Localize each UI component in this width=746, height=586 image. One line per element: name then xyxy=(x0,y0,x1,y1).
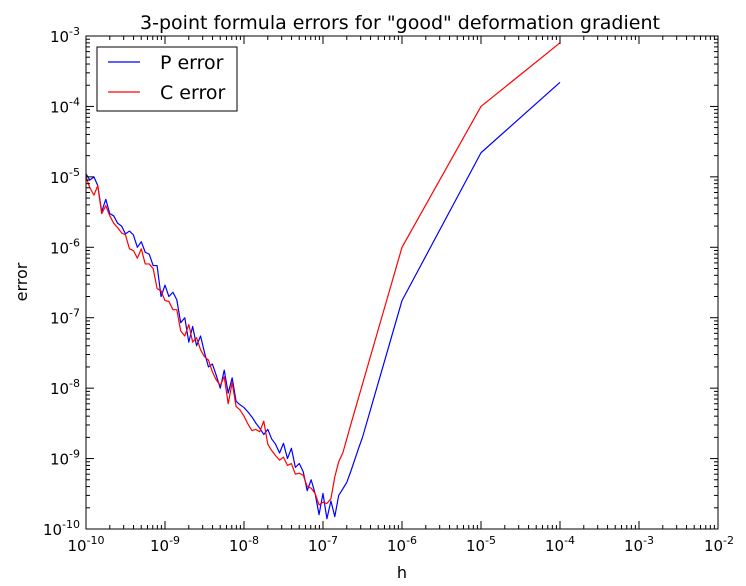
y-tick-label: 10-7 xyxy=(50,307,80,328)
legend-box xyxy=(96,46,238,112)
x-tick-label: 10-6 xyxy=(387,534,417,555)
chart-title: 3-point formula errors for "good" deform… xyxy=(140,12,660,34)
y-tick-label: 10-9 xyxy=(50,448,80,469)
x-tick-label: 10-7 xyxy=(308,534,338,555)
series-layer xyxy=(85,42,561,520)
y-tick-label: 10-3 xyxy=(50,25,80,46)
x-tick-label: 10-9 xyxy=(150,534,180,555)
y-tick-label: 10-4 xyxy=(50,95,80,116)
y-tick-label: 10-5 xyxy=(50,166,80,187)
y-tick-label: 10-8 xyxy=(50,377,80,398)
y-axis-label: error xyxy=(12,262,31,301)
x-tick-label: 10-10 xyxy=(67,534,104,555)
y-tick-label: 10-6 xyxy=(50,236,80,257)
series-line-c-error xyxy=(85,42,561,506)
legend-label-c-error: C error xyxy=(160,82,225,104)
x-tick-label: 10-8 xyxy=(229,534,259,555)
legend: P error C error xyxy=(96,46,238,112)
x-axis-label: h xyxy=(397,563,407,582)
series-line-p-error xyxy=(85,81,561,520)
x-tick-label: 10-4 xyxy=(545,534,575,555)
y-tick-label: 10-10 xyxy=(43,518,80,539)
x-tick-label: 10-5 xyxy=(466,534,496,555)
ticks-layer: 10-10 10-9 10-8 10-7 10-6 10-5 10-4 10-3 10-2 10-… xyxy=(43,25,734,555)
legend-label-p-error: P error xyxy=(160,52,224,74)
x-tick-label: 10-3 xyxy=(624,534,654,555)
x-tick-label: 10-2 xyxy=(704,534,734,555)
